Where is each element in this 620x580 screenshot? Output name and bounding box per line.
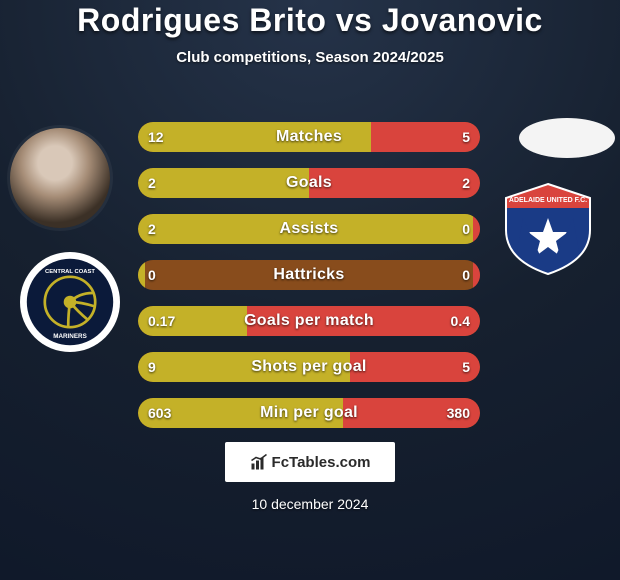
stat-label: Shots per goal bbox=[138, 352, 480, 382]
player2-avatar bbox=[519, 118, 615, 158]
date-text: 10 december 2024 bbox=[0, 496, 620, 512]
player2-club-badge: ADELAIDE UNITED F.C. bbox=[498, 178, 598, 278]
stat-label: Goals per match bbox=[138, 306, 480, 336]
player1-club-badge: CENTRAL COAST MARINERS bbox=[20, 252, 120, 352]
subtitle: Club competitions, Season 2024/2025 bbox=[0, 49, 620, 66]
stat-row: 00Hattricks bbox=[138, 260, 480, 290]
page-title: Rodrigues Brito vs Jovanovic bbox=[0, 2, 620, 39]
stat-label: Matches bbox=[138, 122, 480, 152]
svg-text:CENTRAL COAST: CENTRAL COAST bbox=[45, 269, 95, 275]
club1-logo-icon: CENTRAL COAST MARINERS bbox=[25, 257, 115, 347]
stat-row: 95Shots per goal bbox=[138, 352, 480, 382]
svg-text:ADELAIDE UNITED F.C.: ADELAIDE UNITED F.C. bbox=[509, 197, 587, 204]
stat-row: 20Assists bbox=[138, 214, 480, 244]
stat-label: Assists bbox=[138, 214, 480, 244]
comparison-bars: 125Matches 22Goals 20Assists 00Hattricks 0.1… bbox=[138, 122, 480, 444]
player1-avatar bbox=[10, 128, 110, 228]
brand-text: FcTables.com bbox=[272, 454, 371, 471]
stat-row: 22Goals bbox=[138, 168, 480, 198]
stat-row: 125Matches bbox=[138, 122, 480, 152]
svg-text:MARINERS: MARINERS bbox=[53, 333, 87, 340]
brand-box: FcTables.com bbox=[225, 442, 395, 482]
stat-label: Min per goal bbox=[138, 398, 480, 428]
stat-label: Goals bbox=[138, 168, 480, 198]
stat-label: Hattricks bbox=[138, 260, 480, 290]
stat-row: 603380Min per goal bbox=[138, 398, 480, 428]
club2-logo-icon: ADELAIDE UNITED F.C. bbox=[498, 178, 598, 278]
stat-row: 0.170.4Goals per match bbox=[138, 306, 480, 336]
bars-trend-icon bbox=[250, 453, 268, 471]
